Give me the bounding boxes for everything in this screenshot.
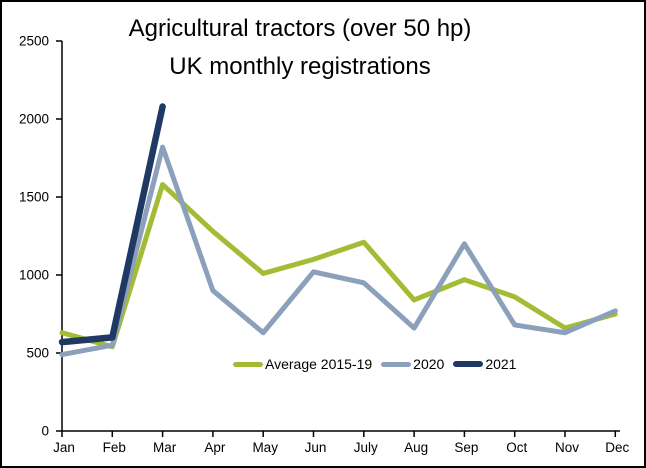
legend-item-average-2015-19: Average 2015-19: [233, 356, 372, 372]
series-line-average-2015-19: [59, 182, 618, 350]
y-tick-label: 500: [26, 346, 49, 361]
x-tick-label: Feb: [103, 440, 126, 455]
x-tick-label: July: [354, 440, 378, 455]
legend-item-2021: 2021: [453, 356, 516, 372]
series-line-2021: [58, 103, 166, 346]
series-line-2020: [59, 144, 618, 358]
legend-label: 2021: [485, 356, 517, 372]
x-tick-label: Nov: [555, 440, 579, 455]
legend-label: 2020: [413, 356, 445, 372]
x-tick-label: Aug: [404, 440, 428, 455]
y-tick-label: 0: [41, 424, 49, 439]
x-tick-label: Oct: [506, 440, 527, 455]
chart-title: Agricultural tractors (over 50 hp) UK mo…: [2, 10, 598, 86]
x-tick-label: Apr: [204, 440, 226, 455]
chart-title-line1: Agricultural tractors (over 50 hp): [128, 15, 472, 42]
y-tick-label: 1500: [19, 190, 49, 205]
legend: Average 2015-19 2020 2021: [233, 356, 525, 372]
y-tick-label: 1000: [19, 268, 49, 283]
legend-swatch: [381, 361, 412, 367]
x-tick-label: Jun: [305, 440, 327, 455]
x-tick-label: Mar: [153, 440, 177, 455]
x-tick-label: May: [252, 440, 278, 455]
x-tick-label: Jan: [53, 440, 75, 455]
chart-title-line2: UK monthly registrations: [169, 53, 431, 80]
legend-swatch: [453, 360, 484, 368]
legend-swatch: [233, 361, 263, 367]
legend-item-2020: 2020: [381, 356, 444, 372]
y-tick-label: 2500: [19, 34, 49, 49]
x-tick-label: Dec: [605, 440, 629, 455]
y-tick-label: 2000: [19, 112, 49, 127]
x-tick-label: Sep: [454, 440, 478, 455]
legend-label: Average 2015-19: [265, 356, 373, 372]
